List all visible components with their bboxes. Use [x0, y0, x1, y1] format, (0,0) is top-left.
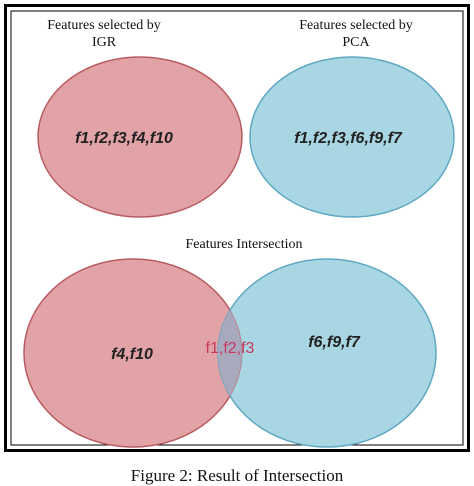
venn-figure: Features selected by IGR f1,f2,f3,f4,f10…: [4, 4, 470, 452]
intersection-title: Features Intersection: [185, 237, 302, 252]
venn-igr-outline: [23, 258, 243, 448]
igr-only-features: f4,f10: [111, 346, 153, 363]
outer-border: [4, 4, 470, 452]
pca-features: f1,f2,f3,f6,f9,f7: [294, 130, 403, 147]
intersection-features: f1,f2,f3: [206, 340, 255, 357]
igr-title-line-1: Features selected by: [47, 18, 161, 33]
pca-only-features: f6,f9,f7: [308, 334, 361, 351]
inner-border: [10, 10, 464, 446]
igr-title-line-2: IGR: [92, 35, 117, 50]
pca-title-line-2: PCA: [342, 35, 370, 50]
igr-circle: [37, 56, 243, 218]
figure-frame: Features selected by IGR f1,f2,f3,f4,f10…: [4, 4, 470, 452]
pca-title-line-1: Features selected by: [299, 18, 413, 33]
igr-features: f1,f2,f3,f4,f10: [75, 130, 173, 147]
pca-circle: [249, 56, 455, 218]
figure-caption: Figure 2: Result of Intersection: [130, 466, 344, 485]
